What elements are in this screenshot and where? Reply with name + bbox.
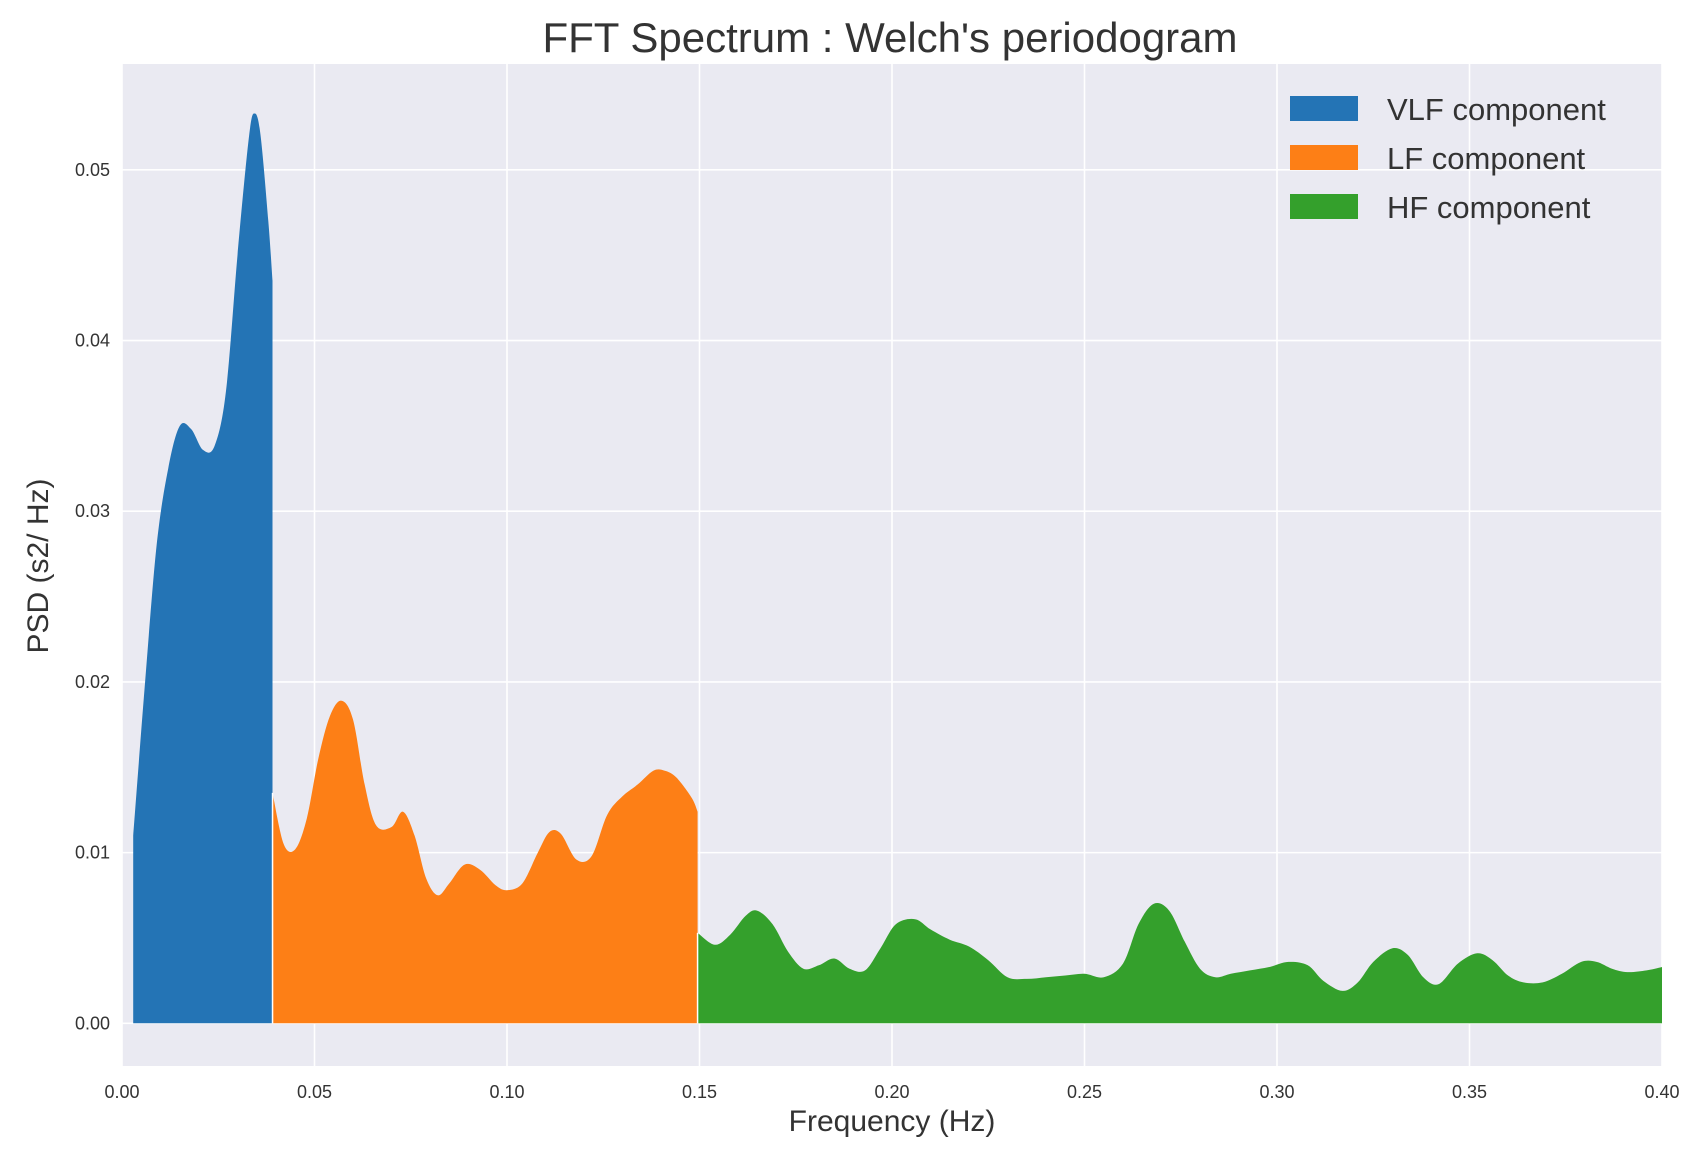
x-tick-label: 0.35 xyxy=(1452,1082,1487,1102)
x-tick-label: 0.00 xyxy=(104,1082,139,1102)
area-hf-component xyxy=(697,903,1662,1024)
y-tick-label: 0.03 xyxy=(75,501,110,521)
y-axis-ticks: 0.00 0.01 0.02 0.03 0.04 0.05 xyxy=(75,160,110,1033)
legend-swatch xyxy=(1290,145,1358,170)
x-tick-label: 0.30 xyxy=(1259,1082,1294,1102)
x-tick-label: 0.10 xyxy=(489,1082,524,1102)
x-tick-label: 0.25 xyxy=(1067,1082,1102,1102)
series-areas xyxy=(133,113,1662,1024)
grid-lines xyxy=(121,64,1663,1066)
area-vlf-component xyxy=(133,113,273,1024)
legend-label: HF component xyxy=(1387,190,1591,225)
y-tick-label: 0.00 xyxy=(75,1013,110,1033)
x-axis-ticks: 0.00 0.05 0.10 0.15 0.20 0.25 0.30 0.35 0.40 xyxy=(104,1082,1679,1102)
x-axis-title: Frequency (Hz) xyxy=(789,1105,996,1138)
y-tick-label: 0.01 xyxy=(75,843,110,863)
legend-label: VLF component xyxy=(1387,92,1606,127)
y-tick-label: 0.04 xyxy=(75,331,110,351)
y-axis-title: PSD (s2/ Hz) xyxy=(22,478,55,653)
legend-label: LF component xyxy=(1387,141,1586,176)
legend-swatch xyxy=(1290,194,1358,219)
x-tick-label: 0.05 xyxy=(297,1082,332,1102)
area-lf-component xyxy=(272,700,698,1024)
legend-swatch xyxy=(1290,96,1358,121)
y-tick-label: 0.02 xyxy=(75,672,110,692)
x-tick-label: 0.20 xyxy=(874,1082,909,1102)
x-tick-label: 0.40 xyxy=(1644,1082,1679,1102)
chart-title: FFT Spectrum : Welch's periodogram xyxy=(542,14,1237,61)
legend: VLF component LF component HF component xyxy=(1290,92,1606,225)
y-tick-label: 0.05 xyxy=(75,160,110,180)
x-tick-label: 0.15 xyxy=(682,1082,717,1102)
